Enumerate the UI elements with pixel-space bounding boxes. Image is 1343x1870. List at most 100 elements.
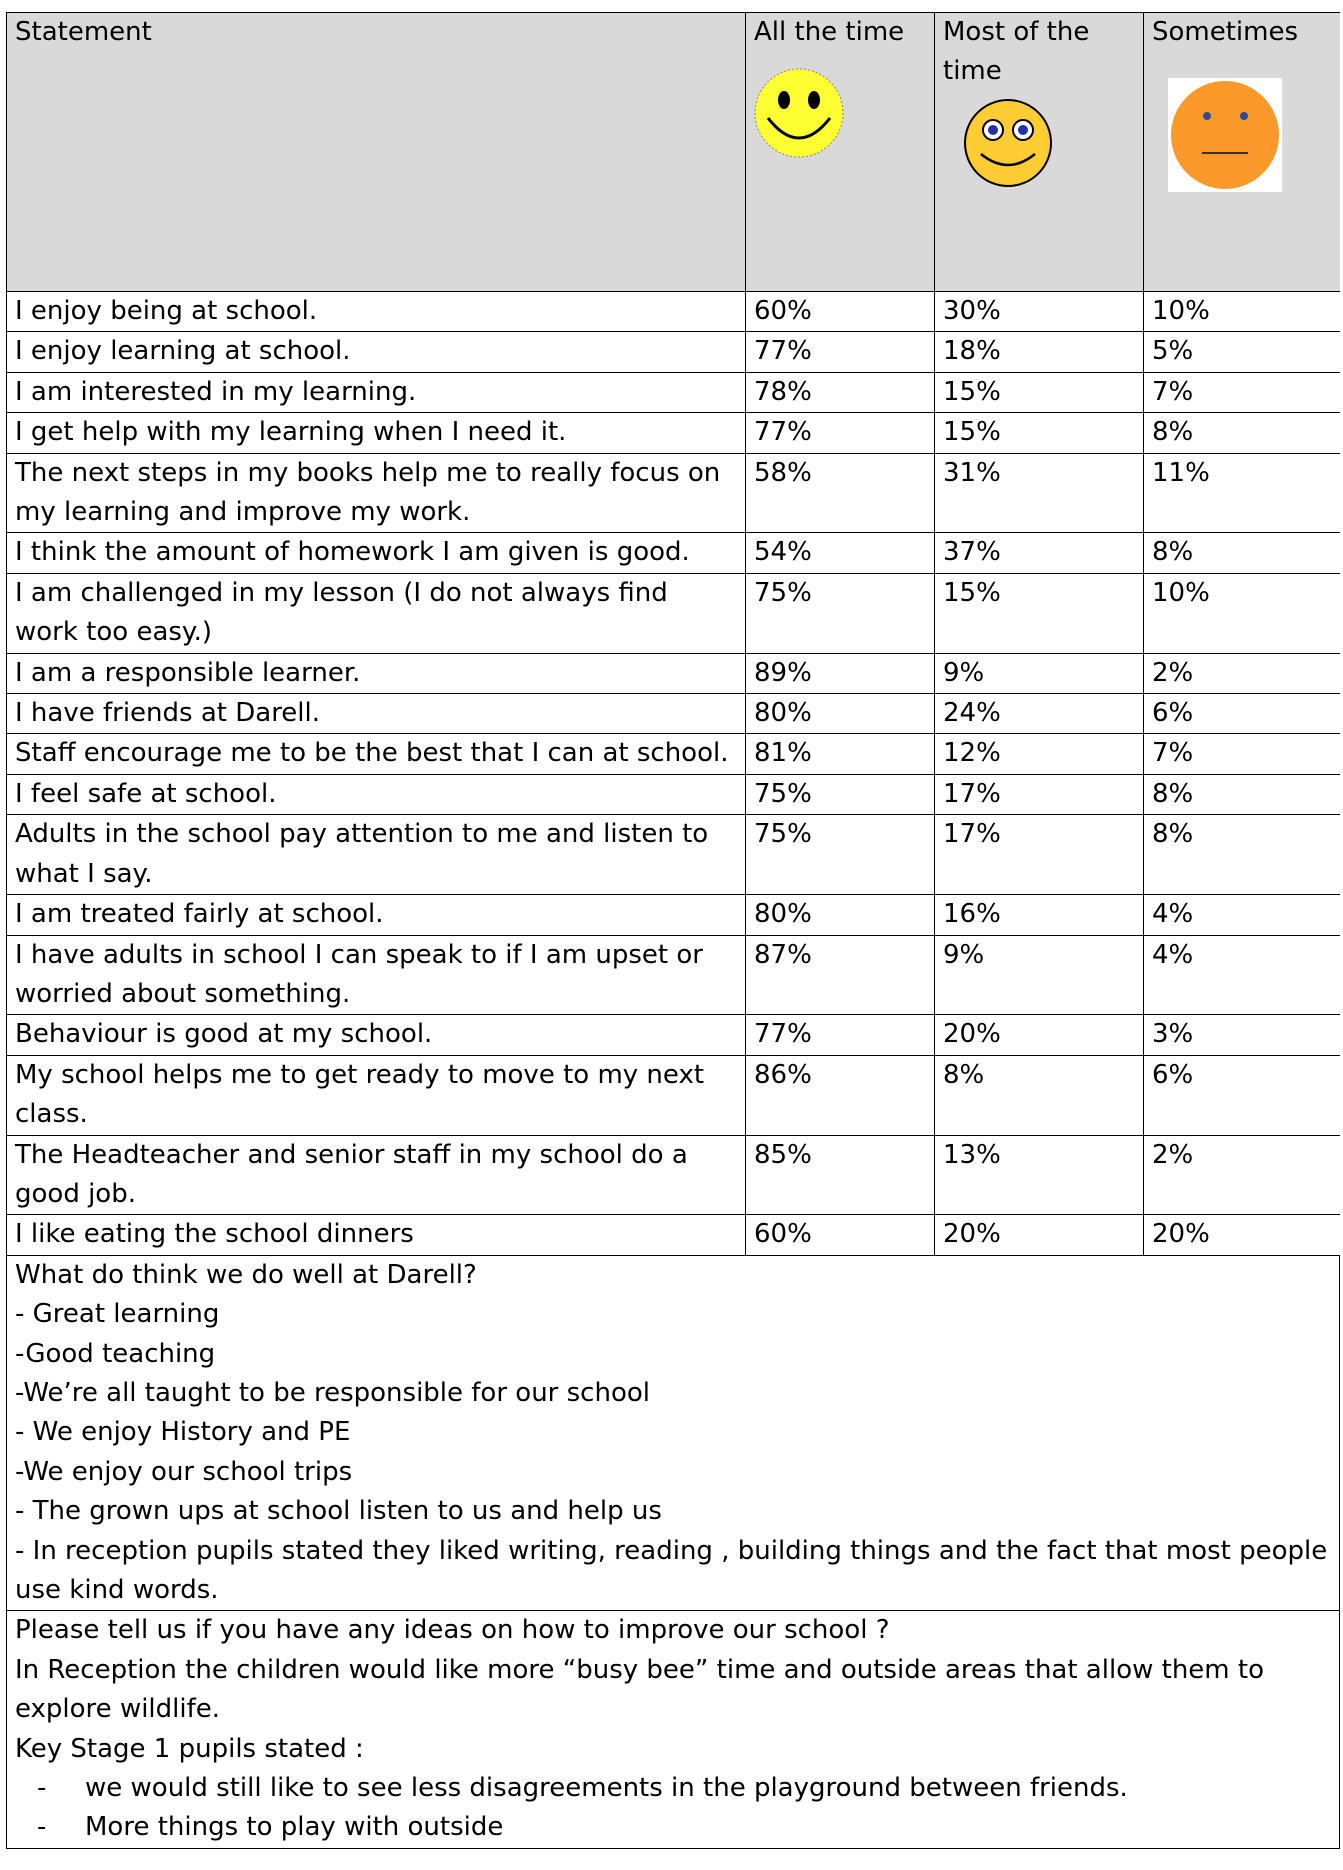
table-row: I have friends at Darell. 80% 24% 6%	[6, 693, 1340, 735]
percent-cell: 8%	[1143, 773, 1340, 816]
percent-cell: 15%	[934, 371, 1144, 414]
statement-cell: I am interested in my learning.	[6, 371, 746, 414]
table-row: I enjoy being at school. 60% 30% 10%	[6, 290, 1340, 333]
document: Statement All the time Most of the time …	[6, 12, 1340, 1870]
percent-cell: 10%	[1143, 572, 1340, 654]
statement-cell: Staff encourage me to be the best that I…	[6, 733, 746, 775]
statement-cell: I have friends at Darell.	[6, 693, 746, 735]
well-line: -We’re all taught to be responsible for …	[15, 1377, 650, 1408]
header-cell: Most of the time	[934, 12, 1144, 292]
header-text: Statement	[15, 17, 152, 47]
table-row: I get help with my learning when I need …	[6, 412, 1340, 454]
percent-cell: 85%	[745, 1134, 935, 1216]
percent-cell: 20%	[934, 1214, 1144, 1256]
statement-cell: I like eating the school dinners	[6, 1214, 746, 1256]
percent-cell: 15%	[934, 572, 1144, 654]
header-text: Sometimes	[1152, 17, 1299, 47]
improve-section: Please tell us if you have any ideas on …	[6, 1611, 1340, 1849]
percent-cell: 18%	[934, 331, 1144, 373]
well-line: - Great learning	[15, 1299, 220, 1330]
percent-cell: 9%	[934, 934, 1144, 1016]
statement-cell: Behaviour is good at my school.	[6, 1014, 746, 1056]
percent-cell: 81%	[745, 733, 935, 775]
percent-cell: 89%	[745, 652, 935, 695]
table-row: Staff encourage me to be the best that I…	[6, 733, 1340, 775]
well-section: What do think we do well at Darell? - Gr…	[6, 1255, 1340, 1612]
percent-cell: 77%	[745, 412, 935, 454]
table-row: My school helps me to get ready to move …	[6, 1054, 1340, 1136]
percent-cell: 4%	[1143, 894, 1340, 936]
percent-cell: 86%	[745, 1054, 935, 1136]
table-row: I like eating the school dinners 60% 20% 20…	[6, 1214, 1340, 1256]
percent-cell: 2%	[1143, 1134, 1340, 1216]
statement-cell: The Headteacher and senior staff in my s…	[6, 1134, 746, 1216]
well-line: -We enjoy our school trips	[15, 1456, 353, 1487]
line-list: - Great learning -Good teaching -We’re all…	[15, 1295, 1331, 1610]
percent-cell: 87%	[745, 934, 935, 1016]
header-text: All the time	[754, 17, 905, 47]
percent-cell: 8%	[1143, 814, 1340, 896]
statement-cell: I enjoy being at school.	[6, 290, 746, 333]
table-row: The next steps in my books help me to re…	[6, 452, 1340, 534]
statement-cell: I feel safe at school.	[6, 773, 746, 816]
percent-cell: 75%	[745, 773, 935, 816]
statement-cell: I am treated fairly at school.	[6, 894, 746, 936]
percent-cell: 17%	[934, 814, 1144, 896]
percent-cell: 80%	[745, 693, 935, 735]
well-line: - In reception pupils stated they liked …	[15, 1535, 1328, 1605]
percent-cell: 10%	[1143, 290, 1340, 333]
percent-cell: 6%	[1143, 1054, 1340, 1136]
table-row: I am treated fairly at school. 80% 16% 4%	[6, 894, 1340, 936]
statement-cell: I enjoy learning at school.	[6, 331, 746, 373]
percent-cell: 9%	[934, 652, 1144, 695]
percent-cell: 77%	[745, 1014, 935, 1056]
well-line: - We enjoy History and PE	[15, 1417, 351, 1448]
well-line: -Good teaching	[15, 1338, 216, 1369]
paragraph: Key Stage 1 pupils stated :	[15, 1733, 364, 1764]
statement-cell: I think the amount of homework I am give…	[6, 532, 746, 574]
neutral-face-icon	[1168, 78, 1282, 193]
header-cell: All the time	[745, 12, 935, 292]
table-row: I have adults in school I can speak to i…	[6, 934, 1340, 1016]
header-text: Most of the time	[943, 17, 1090, 87]
table-row: I am challenged in my lesson (I do not a…	[6, 572, 1340, 654]
header-cell: Statement	[6, 12, 746, 292]
percent-cell: 7%	[1143, 733, 1340, 775]
percent-cell: 30%	[934, 290, 1144, 333]
table-row: I think the amount of homework I am give…	[6, 532, 1340, 574]
bullet-item: we would still like to see less disagree…	[85, 1769, 1331, 1808]
percent-cell: 60%	[745, 1214, 935, 1256]
percent-cell: 54%	[745, 532, 935, 574]
section-title: Please tell us if you have any ideas on …	[15, 1615, 890, 1646]
bullet-item: More things to play with outside	[85, 1808, 1331, 1847]
percent-cell: 12%	[934, 733, 1144, 775]
percent-cell: 8%	[934, 1054, 1144, 1136]
percent-cell: 60%	[745, 290, 935, 333]
table-row: I am interested in my learning. 78% 15% 7%	[6, 371, 1340, 414]
table-row: I feel safe at school. 75% 17% 8%	[6, 773, 1340, 816]
paragraph-list: In Reception the children would like mor…	[15, 1651, 1331, 1769]
percent-cell: 80%	[745, 894, 935, 936]
table-row: I am a responsible learner. 89% 9% 2%	[6, 652, 1340, 695]
percent-cell: 75%	[745, 814, 935, 896]
percent-cell: 31%	[934, 452, 1144, 534]
statement-cell: The next steps in my books help me to re…	[6, 452, 746, 534]
percent-cell: 16%	[934, 894, 1144, 936]
well-line: - The grown ups at school listen to us a…	[15, 1496, 662, 1527]
percent-cell: 4%	[1143, 934, 1340, 1016]
paragraph: In Reception the children would like mor…	[15, 1654, 1264, 1725]
table-row: The Headteacher and senior staff in my s…	[6, 1134, 1340, 1216]
table-row: Behaviour is good at my school. 77% 20% 3%	[6, 1014, 1340, 1056]
percent-cell: 24%	[934, 693, 1144, 735]
percent-cell: 2%	[1143, 652, 1340, 695]
header-cell: Sometimes	[1143, 12, 1340, 292]
happy-face-icon	[754, 68, 844, 158]
statement-cell: I am a responsible learner.	[6, 652, 746, 695]
percent-cell: 78%	[745, 371, 935, 414]
percent-cell: 8%	[1143, 532, 1340, 574]
percent-cell: 6%	[1143, 693, 1340, 735]
percent-cell: 77%	[745, 331, 935, 373]
percent-cell: 58%	[745, 452, 935, 534]
percent-cell: 3%	[1143, 1014, 1340, 1056]
